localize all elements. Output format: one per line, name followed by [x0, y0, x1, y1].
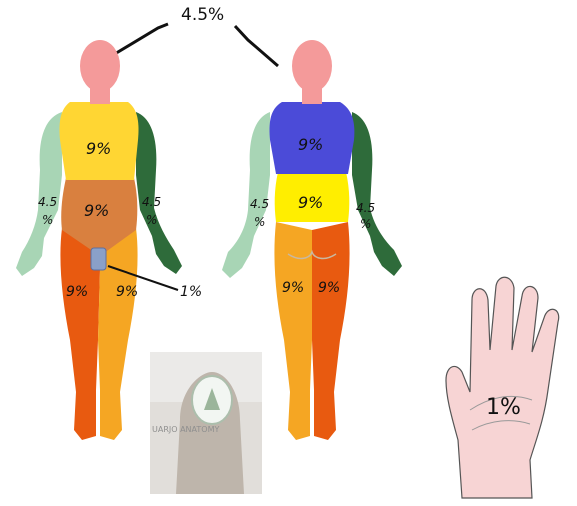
watermark-logo-emblem — [204, 388, 220, 410]
front-chest-label: 9% — [86, 139, 111, 158]
back-arm-left — [352, 112, 402, 276]
back-leg-right-label: 9% — [282, 280, 304, 296]
back-leg-left — [312, 222, 350, 440]
back-leg-right — [274, 222, 314, 440]
label-connector-left — [107, 22, 169, 60]
back-arm-right-label: 4.5 — [250, 197, 269, 211]
front-neck — [90, 86, 110, 104]
front-arm-left-label: 4.5 — [142, 195, 161, 209]
front-leg-right-label: 9% — [66, 284, 88, 300]
back-figure: 9% 9% 4.5 % 4.5 % 9% 9% — [222, 40, 402, 440]
back-leg-left-label: 9% — [318, 280, 340, 296]
front-arm-right-label: 4.5 — [38, 195, 57, 209]
back-arm-left-label: 4.5 — [356, 201, 375, 215]
front-abdomen-label: 9% — [84, 201, 109, 220]
watermark-text: UARJO ANATOMY — [152, 425, 219, 434]
genital-pointer-line — [107, 265, 179, 291]
palm-hand — [445, 276, 560, 499]
back-arm-left-suffix: % — [360, 217, 371, 231]
back-head — [292, 40, 332, 92]
front-arm-right — [16, 112, 62, 276]
back-lower — [274, 172, 350, 222]
front-arm-right-suffix: % — [42, 213, 53, 227]
head-percentage-label: 4.5% — [181, 5, 224, 25]
front-arm-left-suffix: % — [146, 213, 157, 227]
front-leg-right — [60, 228, 100, 440]
back-upper — [269, 102, 355, 174]
palm-diagram: 1% — [445, 276, 560, 499]
front-leg-left-label: 9% — [116, 284, 138, 300]
label-connector-right — [233, 24, 279, 68]
palm-label: 1% — [486, 395, 521, 420]
watermark-photo: UARJO ANATOMY — [150, 352, 262, 494]
front-figure: 9% 9% 4.5 % 4.5 % 9% 9% 1% — [16, 40, 202, 440]
front-abdomen — [61, 178, 138, 256]
palm-crease-1 — [469, 395, 533, 411]
back-upper-label: 9% — [298, 135, 323, 154]
front-arm-left — [136, 112, 182, 274]
front-head — [80, 40, 120, 92]
back-lower-label: 9% — [298, 193, 323, 212]
back-buttock-line — [287, 249, 337, 260]
genital-label: 1% — [180, 284, 202, 300]
front-genital — [90, 247, 107, 271]
palm-crease-2 — [471, 420, 531, 431]
back-arm-right-suffix: % — [254, 215, 265, 229]
front-leg-left — [98, 228, 138, 440]
front-chest — [59, 102, 139, 180]
back-arm-right — [222, 112, 270, 278]
back-neck — [302, 86, 322, 104]
